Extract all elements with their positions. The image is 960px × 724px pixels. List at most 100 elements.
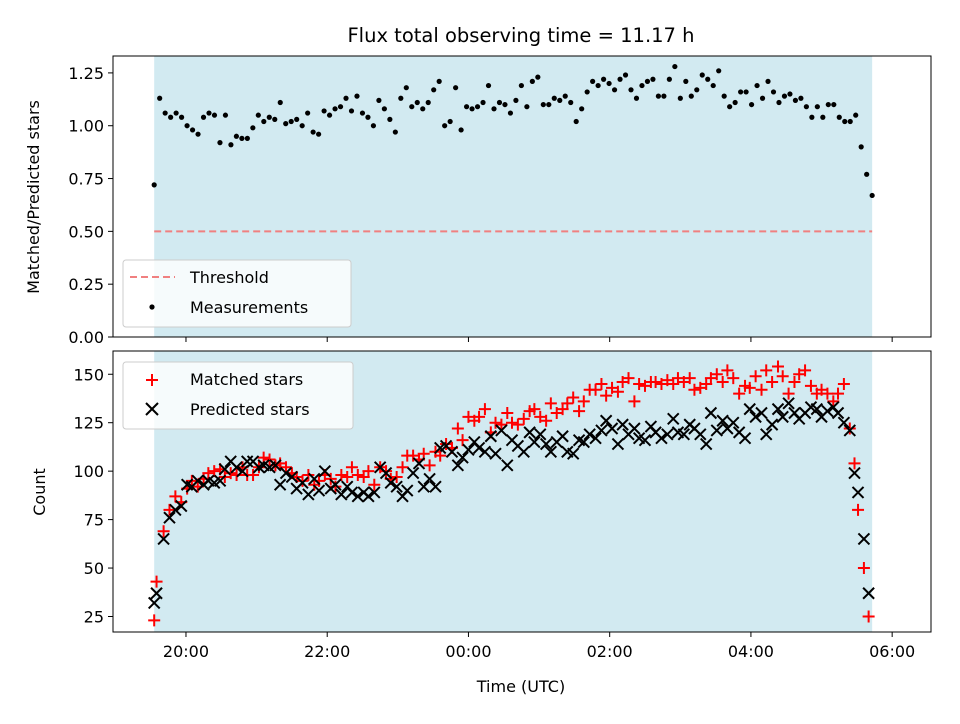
predicted-star-point xyxy=(147,596,161,610)
measurement-point xyxy=(228,142,234,148)
predicted-star-point xyxy=(605,422,619,435)
matched-star-point xyxy=(611,385,624,398)
predicted-star-point xyxy=(445,445,459,458)
predicted-star-point xyxy=(821,404,834,418)
measurement-point xyxy=(699,72,705,78)
measurement-point xyxy=(633,95,640,101)
measurement-point xyxy=(776,99,782,106)
matched-star-point xyxy=(451,422,464,435)
x-tick-label: 22:00 xyxy=(304,642,350,661)
matched-star-point xyxy=(345,461,358,474)
measurement-point xyxy=(814,104,820,110)
measurement-point xyxy=(644,78,651,84)
predicted-star-point xyxy=(843,424,856,437)
measurement-point xyxy=(255,112,261,118)
measurement-point xyxy=(759,95,766,101)
measurement-point xyxy=(787,91,793,97)
measurement-point xyxy=(420,106,426,112)
legend-predicted-swatch xyxy=(145,402,159,416)
predicted-star-point xyxy=(462,443,475,457)
measurement-point xyxy=(518,82,524,89)
measurement-point xyxy=(710,82,716,89)
matched-star-point xyxy=(799,364,812,377)
matched-star-point xyxy=(148,614,161,627)
predicted-star-point xyxy=(556,430,569,443)
predicted-star-point xyxy=(655,431,668,445)
predicted-star-point xyxy=(390,480,403,493)
predicted-star-point xyxy=(862,587,875,600)
matched-star-point xyxy=(163,503,176,516)
predicted-star-point xyxy=(456,451,469,464)
measurement-point xyxy=(864,171,870,177)
matched-star-point xyxy=(589,383,602,396)
predicted-star-point xyxy=(312,484,326,497)
matched-star-point xyxy=(827,395,840,408)
predicted-star-point xyxy=(302,488,315,501)
predicted-star-point xyxy=(406,466,420,480)
predicted-star-point xyxy=(240,455,254,468)
predicted-star-point xyxy=(589,431,602,445)
predicted-star-point xyxy=(771,402,785,416)
matched-star-point xyxy=(335,469,348,482)
matched-star-point xyxy=(517,412,530,425)
predicted-star-point xyxy=(848,466,861,480)
measurement-point xyxy=(677,95,683,101)
predicted-star-point xyxy=(296,476,309,489)
measurement-point xyxy=(666,76,672,82)
measurement-point xyxy=(584,89,590,95)
predicted-star-point xyxy=(285,470,299,484)
measurement-point xyxy=(326,112,333,118)
predicted-star-point xyxy=(782,397,795,410)
y-tick-label-count: 150 xyxy=(73,365,104,384)
measurement-point xyxy=(513,97,519,103)
measurement-point xyxy=(716,68,722,74)
predicted-star-point xyxy=(269,459,282,472)
measurement-point xyxy=(611,87,618,93)
measurement-point xyxy=(743,89,749,95)
measurement-point xyxy=(606,80,612,87)
matched-star-point xyxy=(561,397,574,410)
measurement-point xyxy=(496,99,503,106)
measurement-point xyxy=(781,93,788,99)
matched-star-point xyxy=(771,360,784,373)
measurement-point xyxy=(178,114,185,120)
x-tick-label: 04:00 xyxy=(728,642,774,661)
legend-predicted-label: Predicted stars xyxy=(190,400,310,419)
predicted-star-point xyxy=(831,406,845,420)
predicted-star-point xyxy=(379,466,393,480)
measurement-point xyxy=(195,131,201,137)
matched-star-point xyxy=(782,387,795,400)
predicted-star-point xyxy=(417,480,430,493)
predicted-star-point xyxy=(528,435,541,449)
matched-star-point xyxy=(351,469,364,482)
measurement-point xyxy=(568,99,574,106)
x-tick-label: 00:00 xyxy=(445,642,491,661)
predicted-star-point xyxy=(517,445,530,458)
predicted-star-point xyxy=(412,457,426,470)
predicted-star-point xyxy=(583,428,596,441)
y-tick-label-count: 100 xyxy=(73,462,104,481)
measurement-point xyxy=(250,125,256,131)
measurement-point xyxy=(244,135,250,141)
measurement-point xyxy=(343,95,349,101)
measurement-point xyxy=(414,99,420,106)
matched-star-point xyxy=(743,381,756,394)
matched-star-point xyxy=(505,416,518,429)
x-axis-ticks-top xyxy=(185,337,893,342)
measurement-point xyxy=(491,106,497,112)
measurement-point xyxy=(359,110,366,116)
measurement-point xyxy=(590,78,596,84)
measurement-point xyxy=(639,82,645,89)
measurement-point xyxy=(453,85,459,91)
predicted-star-point xyxy=(738,431,752,445)
predicted-star-point xyxy=(423,472,436,486)
legend-threshold-label: Threshold xyxy=(189,268,269,287)
measurement-point xyxy=(442,123,448,129)
measurement-point xyxy=(305,110,311,116)
predicted-star-point xyxy=(150,587,163,600)
y-tick-label: 1.25 xyxy=(68,64,104,83)
predicted-star-point xyxy=(501,459,514,472)
count-panel-frame xyxy=(112,350,932,633)
matched-star-point xyxy=(749,370,762,383)
